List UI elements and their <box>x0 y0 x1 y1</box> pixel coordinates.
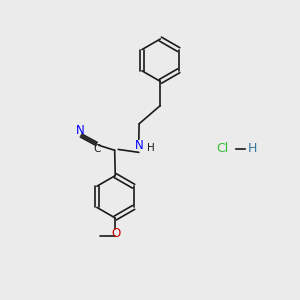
Text: N: N <box>135 139 144 152</box>
Text: C: C <box>93 144 101 154</box>
Text: O: O <box>112 227 121 240</box>
Text: H: H <box>248 142 257 155</box>
Text: H: H <box>147 143 155 153</box>
Text: N: N <box>76 124 84 137</box>
Text: Cl: Cl <box>216 142 228 155</box>
